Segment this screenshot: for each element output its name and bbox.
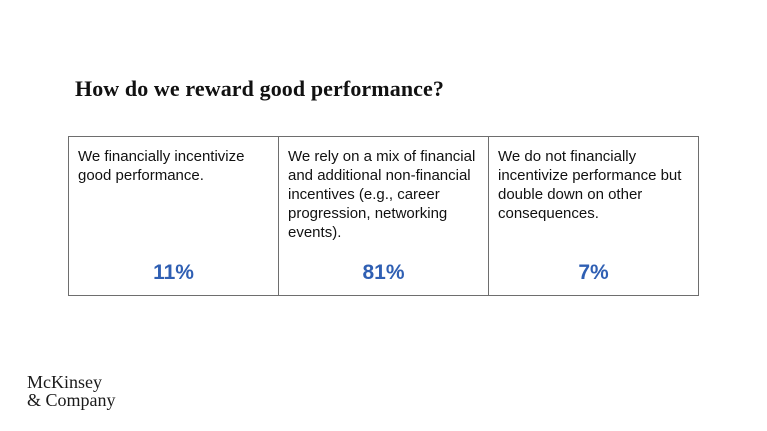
logo-line-2: & Company: [27, 390, 116, 410]
option-percent: 81%: [362, 261, 405, 284]
option-cell-non-financial: We do not financially incentivize perfor…: [488, 137, 698, 295]
page-title: How do we reward good performance?: [75, 76, 444, 101]
company-logo: McKinsey & Company: [27, 373, 116, 409]
option-text: We financially incentivize good performa…: [78, 148, 245, 184]
option-text: We do not financially incentivize perfor…: [498, 148, 682, 222]
option-text: We rely on a mix of financial and additi…: [288, 148, 476, 241]
option-percent: 7%: [578, 261, 609, 284]
option-cell-financial: We financially incentivize good performa…: [69, 137, 278, 295]
option-percent: 11%: [153, 261, 194, 284]
survey-results-table: We financially incentivize good performa…: [68, 136, 699, 296]
option-cell-mixed: We rely on a mix of financial and additi…: [278, 137, 488, 295]
logo-line-1: McKinsey: [27, 372, 102, 392]
